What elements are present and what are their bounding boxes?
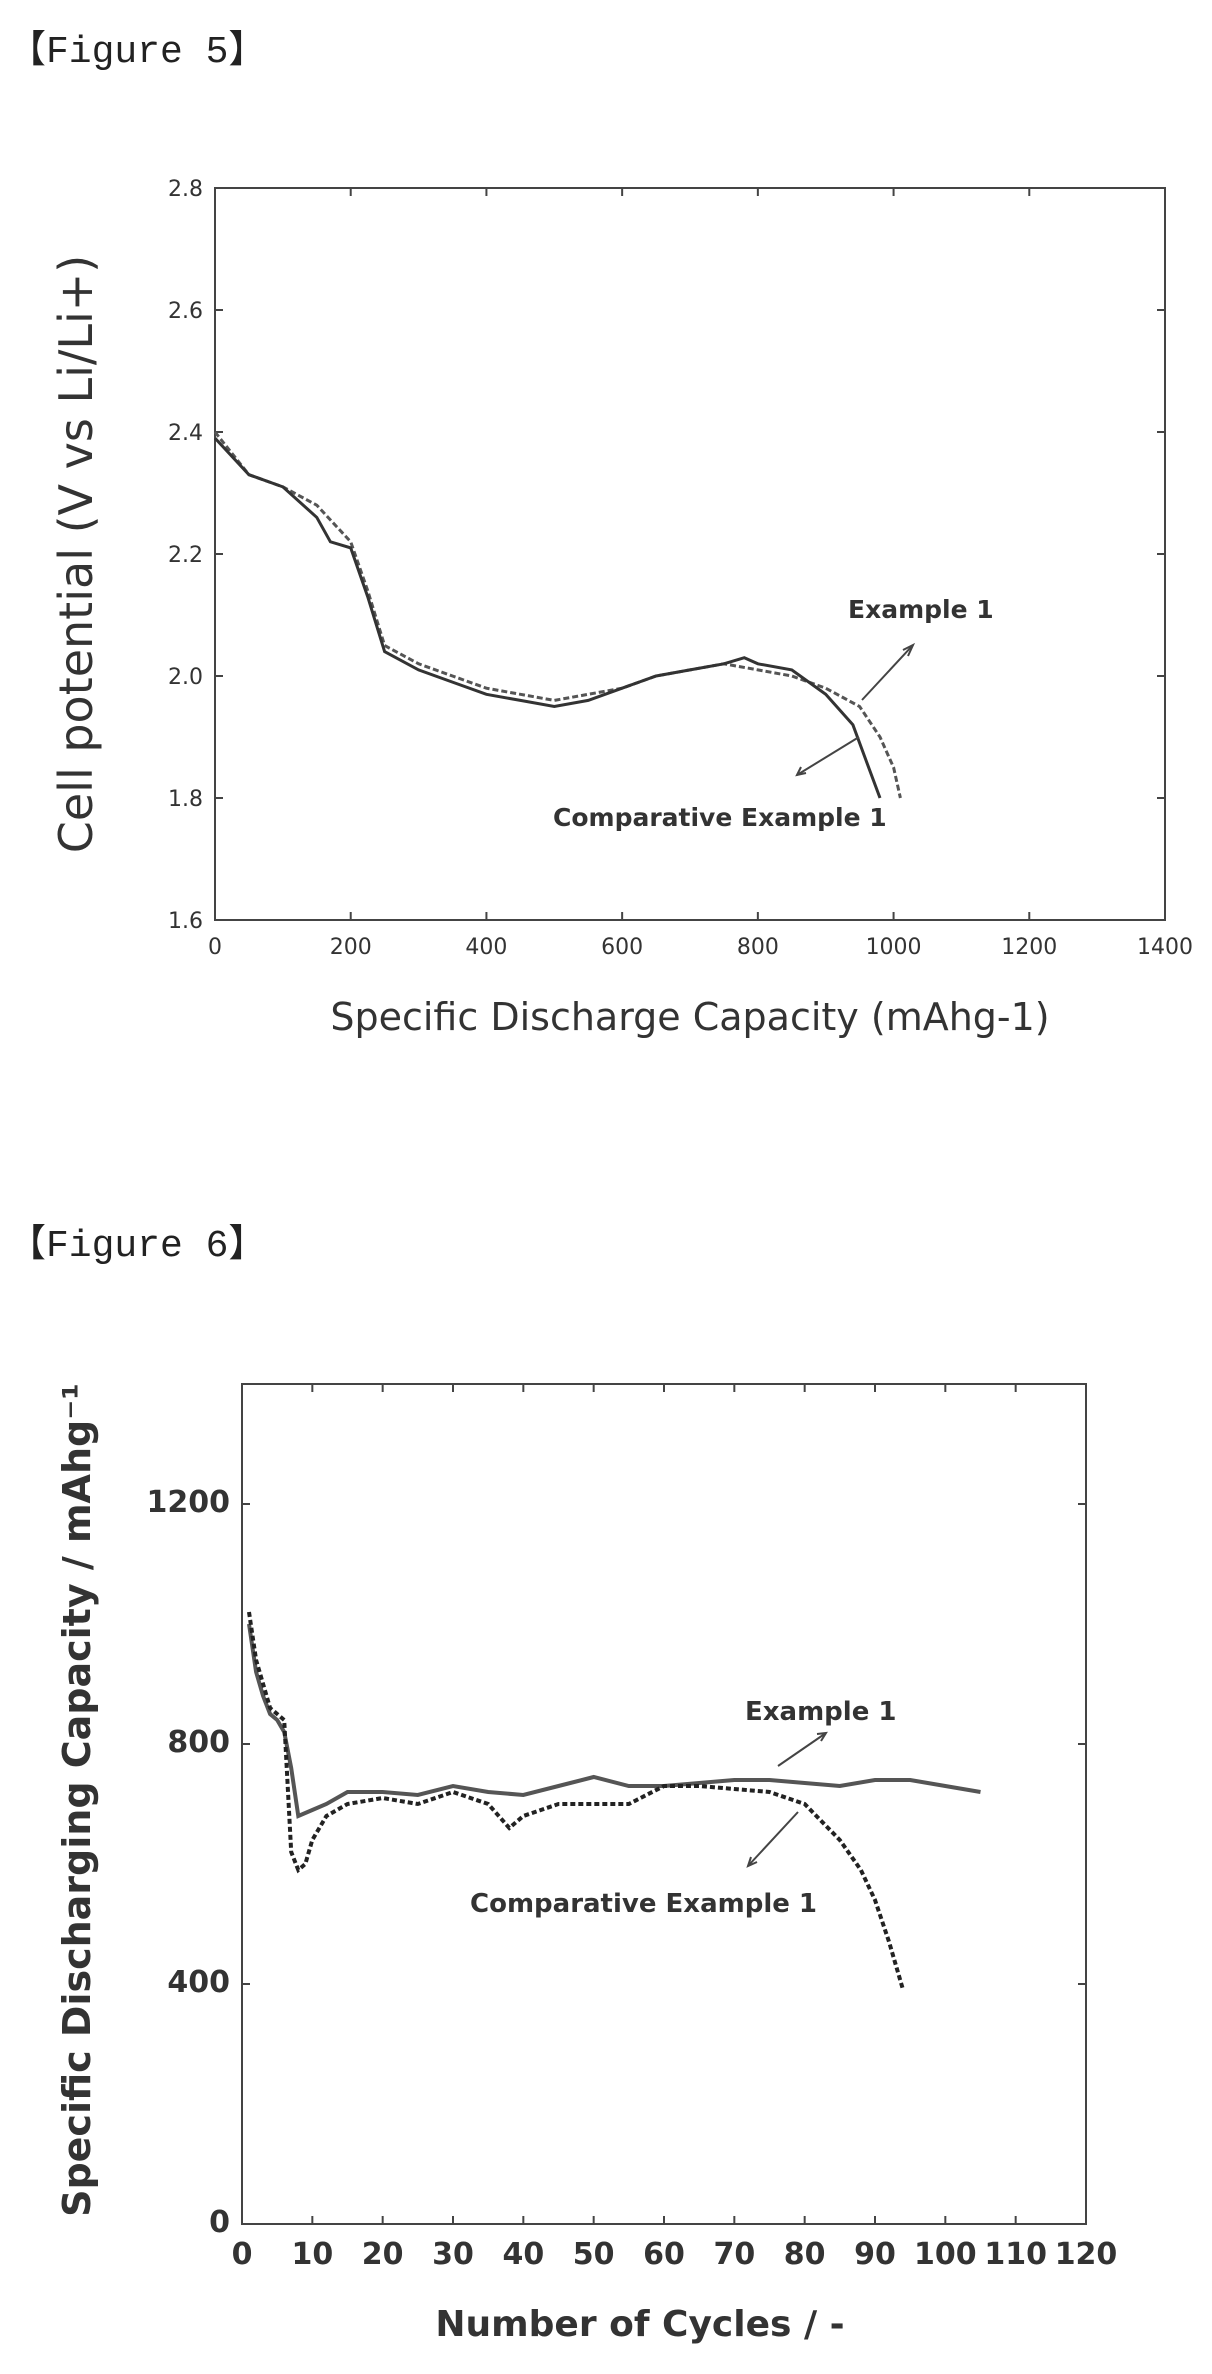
annotation-example-1: Example 1	[848, 595, 994, 624]
x-tick-label: 400	[465, 935, 507, 960]
x-tick-label: 800	[737, 935, 779, 960]
y-tick-label: 0	[209, 2205, 230, 2240]
y-axis-label: Specific Discharging Capacity / mAhg⁻¹	[55, 1383, 99, 2217]
x-tick-label: 120	[1055, 2237, 1118, 2272]
x-tick-label: 10	[291, 2237, 333, 2272]
x-tick-label: 200	[330, 935, 372, 960]
annotation-comparative-example-1: Comparative Example 1	[470, 1889, 817, 1919]
y-tick-label: 1.8	[168, 787, 203, 812]
figure-6-caption: 【Figure 6】	[8, 1225, 267, 1268]
annotation-arrows	[795, 642, 916, 777]
x-tick-label: 30	[432, 2237, 474, 2272]
figure-5-caption: 【Figure 5】	[8, 31, 267, 74]
y-tick-label: 2.4	[168, 421, 203, 446]
annotation-arrows	[746, 1731, 828, 1868]
series-line-comparative-example-1	[213, 437, 882, 799]
y-tick-label: 400	[167, 1965, 230, 2000]
annotation-example-1: Example 1	[745, 1697, 896, 1727]
x-tick-label: 20	[362, 2237, 404, 2272]
x-tick-label: 60	[643, 2237, 685, 2272]
y-tick-label: 2.2	[168, 543, 203, 568]
x-tick-label: 1200	[1001, 935, 1057, 960]
x-tick-label: 0	[208, 935, 222, 960]
x-tick-label: 50	[573, 2237, 615, 2272]
annotation-comparative-example-1: Comparative Example 1	[553, 803, 887, 832]
x-tick-label: 1000	[866, 935, 922, 960]
plot-frame	[241, 1383, 1087, 2225]
y-tick-label: 2.8	[168, 177, 203, 202]
figure-5-chart: 0 200 400 600 800 1000 1200 1400 1.6 1.8 2.0 2.2 2.4…	[49, 177, 1193, 1039]
y-tick-label: 800	[167, 1725, 230, 1760]
x-tick-label: 110	[984, 2237, 1047, 2272]
series-line-comparative-example-1	[247, 1611, 906, 1991]
x-tick-label: 0	[232, 2237, 253, 2272]
y-tick-label: 1200	[147, 1485, 231, 1520]
x-tick-label: 600	[601, 935, 643, 960]
x-tick-label: 40	[502, 2237, 544, 2272]
x-axis-label: Number of Cycles / -	[435, 2304, 844, 2345]
x-tick-label: 100	[914, 2237, 977, 2272]
x-tick-label: 70	[713, 2237, 755, 2272]
y-tick-label: 1.6	[168, 909, 203, 934]
y-axis-label: Cell potential (V vs Li/Li+)	[49, 255, 103, 854]
x-tick-label: 80	[784, 2237, 826, 2272]
y-tick-label: 2.0	[168, 665, 203, 690]
x-axis-label: Specific Discharge Capacity (mAhg-1)	[330, 995, 1049, 1039]
x-tick-label: 90	[854, 2237, 896, 2272]
series-line-example-1	[247, 1623, 981, 1819]
x-tick-label: 1400	[1137, 935, 1193, 960]
y-tick-label: 2.6	[168, 299, 203, 324]
